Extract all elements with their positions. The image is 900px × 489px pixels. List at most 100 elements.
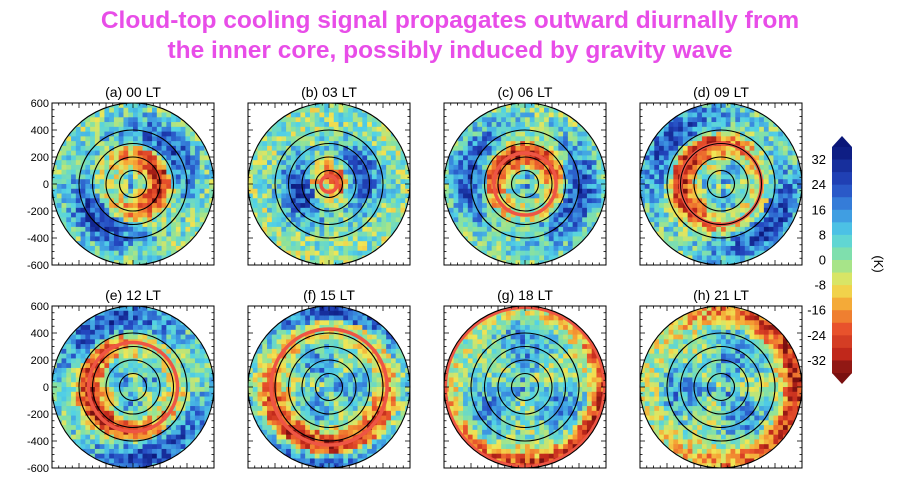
colorbar-segment (832, 184, 852, 198)
figure-title-line-2: the inner core, possibly induced by grav… (167, 37, 733, 64)
panel-title: (e) 12 LT (105, 287, 161, 303)
panel-6: (g) 18 LT (443, 287, 607, 469)
panel-1: (b) 03 LT (247, 84, 411, 266)
range-ring (497, 156, 553, 212)
colorbar-segment (832, 335, 852, 349)
axis-ticks (247, 102, 411, 266)
range-ring (483, 345, 567, 429)
range-ring (693, 156, 749, 212)
axis-ticks (443, 305, 607, 469)
range-ring (693, 359, 749, 415)
axis-ticks (247, 305, 411, 469)
colorbar-tick-label: -32 (807, 353, 826, 368)
colorbar-segment (832, 347, 852, 361)
panel-5: (f) 15 LT (247, 287, 411, 469)
range-ring (274, 332, 384, 442)
colorbar-segment (832, 247, 852, 261)
panel-title: (d) 09 LT (693, 84, 749, 100)
axis-ticks (51, 102, 215, 266)
propagation-ring (86, 340, 180, 434)
panel-title: (a) 00 LT (105, 84, 161, 100)
range-ring (301, 156, 357, 212)
y-tick-label: -400 (27, 233, 49, 245)
colorbar-segment (832, 360, 852, 374)
propagation-ring (269, 327, 389, 447)
colorbar-tick-label: -16 (807, 303, 826, 318)
range-ring (78, 129, 188, 239)
axis-ticks (443, 102, 607, 266)
axis-ticks (639, 305, 803, 469)
range-ring (91, 142, 175, 226)
range-ring (483, 142, 567, 226)
y-tick-label: -600 (27, 260, 49, 272)
colorbar-tick-label: -24 (807, 328, 826, 343)
range-ring (470, 332, 580, 442)
colorbar-segment (832, 260, 852, 274)
panel-3: (d) 09 LT (639, 84, 803, 266)
range-ring (118, 169, 148, 199)
y-tick-label: -200 (27, 206, 49, 218)
range-ring (706, 169, 736, 199)
colorbar-segment (832, 172, 852, 186)
panel-title: (g) 18 LT (497, 287, 553, 303)
range-ring (510, 372, 540, 402)
colorbar-segment (832, 297, 852, 311)
y-tick-label: 0 (43, 179, 49, 191)
panel-title: (h) 21 LT (693, 287, 749, 303)
range-ring (105, 156, 161, 212)
axis-ticks (639, 102, 803, 266)
colorbar-bottom-arrow (832, 373, 852, 384)
colorbar-tick-label: 16 (812, 202, 826, 217)
colorbar-segment (832, 197, 852, 211)
range-ring (679, 142, 763, 226)
range-ring (118, 372, 148, 402)
y-tick-label: 200 (31, 355, 49, 367)
panel-title: (b) 03 LT (301, 84, 357, 100)
range-ring (91, 345, 175, 429)
y-tick-label: -200 (27, 409, 49, 421)
colorbar-segment (832, 310, 852, 324)
colorbar-tick-label: 0 (819, 253, 826, 268)
colorbar-segment (832, 159, 852, 173)
range-ring (706, 372, 736, 402)
y-tick-label: 600 (31, 98, 49, 110)
colorbar-tick-label: 32 (812, 152, 826, 167)
panel-7: (h) 21 LT (639, 287, 803, 469)
y-tick-label: 600 (31, 301, 49, 313)
colorbar-segment (832, 147, 852, 161)
range-ring (666, 129, 776, 239)
range-ring (314, 372, 344, 402)
y-tick-label: 0 (43, 382, 49, 394)
range-ring (666, 332, 776, 442)
range-ring (301, 359, 357, 415)
propagation-ring (492, 151, 558, 217)
panel-title: (c) 06 LT (498, 84, 553, 100)
panel-0: (a) 00 LT 600 400 200 0 -200 -400 -600 (27, 84, 215, 272)
range-ring (274, 129, 384, 239)
colorbar-tick-label: 24 (812, 177, 826, 192)
colorbar-segment (832, 222, 852, 236)
figure-title-line-1: Cloud-top cooling signal propagates outw… (100, 7, 800, 34)
range-ring (287, 142, 371, 226)
colorbar-tick-label: -8 (814, 278, 826, 293)
colorbar-tick-label: 8 (819, 227, 826, 242)
panel-2: (c) 06 LT (443, 84, 607, 266)
colorbar-segment (832, 285, 852, 299)
range-ring (510, 169, 540, 199)
y-tick-label: 200 (31, 152, 49, 164)
panel-title: (f) 15 LT (303, 287, 355, 303)
range-ring (287, 345, 371, 429)
y-tick-label: -600 (27, 463, 49, 475)
colorbar-top-arrow (832, 136, 852, 147)
range-ring (78, 332, 188, 442)
y-tick-label: 400 (31, 125, 49, 137)
colorbar-segment (832, 209, 852, 223)
range-ring (470, 129, 580, 239)
y-tick-label: 400 (31, 328, 49, 340)
range-ring (679, 345, 763, 429)
y-tick-label: -400 (27, 436, 49, 448)
range-ring (314, 169, 344, 199)
axis-ticks (51, 305, 215, 469)
propagation-ring (319, 174, 339, 194)
